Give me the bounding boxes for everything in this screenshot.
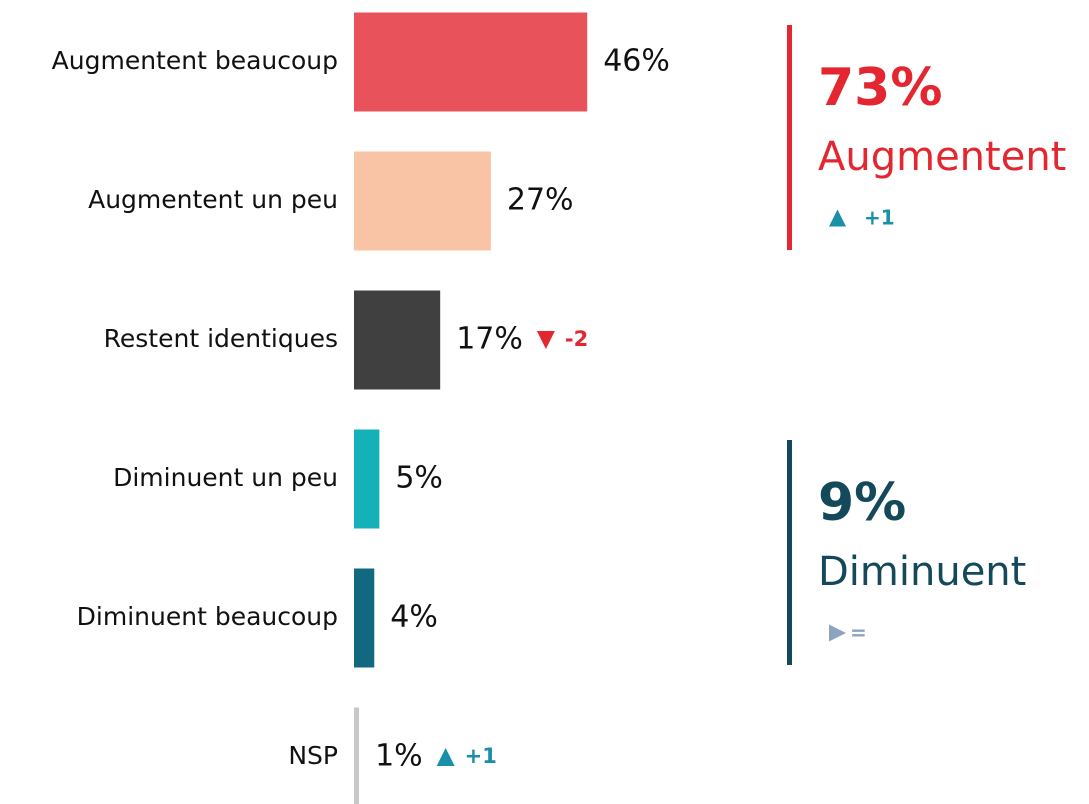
bar xyxy=(354,12,588,112)
change-label: +1 xyxy=(864,206,895,230)
bar xyxy=(354,707,360,804)
bar xyxy=(354,151,491,251)
value-label: 1% xyxy=(375,739,423,774)
change-label: -2 xyxy=(565,327,588,351)
change-label: = xyxy=(850,621,867,645)
bar xyxy=(354,568,375,668)
summary-value: 73% xyxy=(818,58,942,118)
summary-divider xyxy=(787,25,792,250)
change-arrow xyxy=(829,209,846,227)
change-arrow xyxy=(536,331,555,349)
summary-label: Diminuent xyxy=(818,549,1026,595)
change-arrow xyxy=(436,748,455,766)
value-label: 4% xyxy=(390,600,438,635)
category-label: Restent identiques xyxy=(104,324,338,353)
category-label: Diminuent un peu xyxy=(113,463,338,492)
value-label: 5% xyxy=(395,461,443,496)
category-label: Augmentent beaucoup xyxy=(52,46,338,75)
value-label: 27% xyxy=(507,183,574,218)
summary-label: Augmentent xyxy=(818,134,1066,180)
summary-value: 9% xyxy=(818,473,906,533)
category-label: Augmentent un peu xyxy=(88,185,338,214)
value-label: 46% xyxy=(603,44,670,79)
category-label: Diminuent beaucoup xyxy=(77,602,338,631)
summary-divider xyxy=(787,440,792,665)
change-label: +1 xyxy=(465,744,497,768)
bar xyxy=(354,429,380,529)
value-label: 17% xyxy=(456,322,523,357)
change-arrow xyxy=(829,624,846,642)
category-label: NSP xyxy=(288,741,338,770)
bar xyxy=(354,290,441,390)
